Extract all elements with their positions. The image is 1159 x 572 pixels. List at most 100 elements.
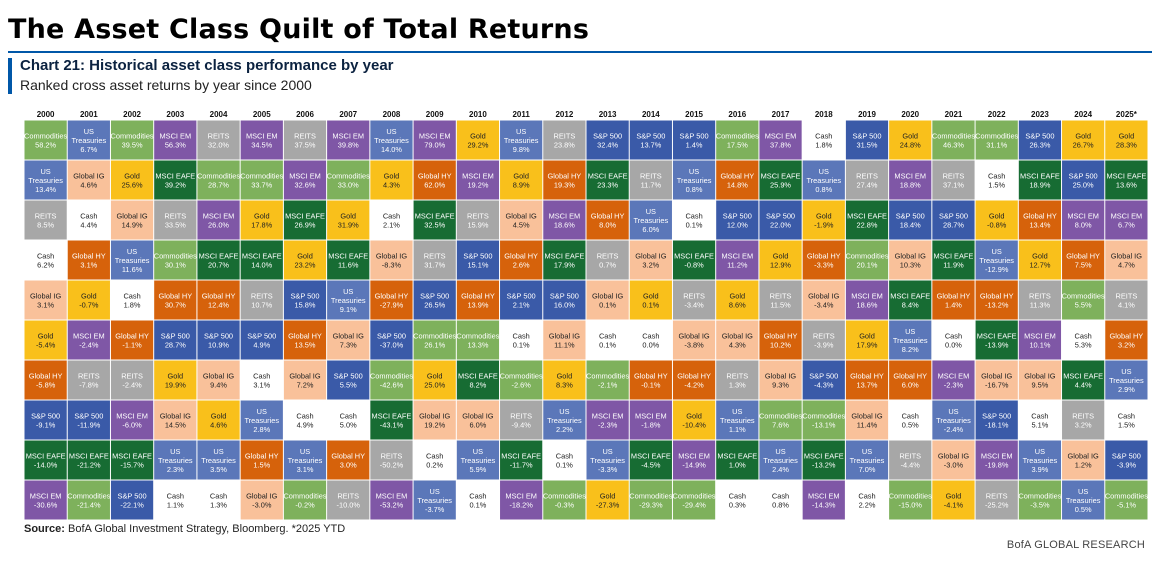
- cell-return-value: 18.6%: [857, 301, 878, 310]
- quilt-cell-block: [413, 280, 456, 320]
- cell-return-value: 1.4%: [686, 141, 703, 150]
- cell-asset-label: MSCI EAFE: [501, 452, 541, 461]
- quilt-cell: Global IG7.3%: [327, 320, 370, 360]
- quilt-cell-block: [456, 480, 500, 520]
- cell-asset-label: Global HY: [115, 332, 149, 341]
- cell-return-value: 22.8%: [857, 221, 878, 230]
- cell-asset-label: S&P 500: [1112, 452, 1141, 461]
- quilt-cell-block: [1018, 480, 1062, 520]
- quilt-cell-block: [154, 440, 197, 480]
- cell-return-value: 9.1%: [340, 305, 357, 314]
- cell-asset-label: Commodities: [111, 132, 154, 141]
- cell-asset-label: S&P 500: [290, 292, 319, 301]
- cell-return-value: 4.4%: [80, 221, 97, 230]
- cell-asset-label: Global HY: [591, 212, 625, 221]
- cell-return-value: 13.7%: [857, 381, 878, 390]
- quilt-cell: Global HY3.0%: [327, 440, 370, 480]
- quilt-cell: MSCI EM8.0%: [1062, 200, 1105, 240]
- quilt-cell-block: [889, 120, 932, 160]
- cell-asset-label: S&P 500: [982, 412, 1011, 421]
- cell-asset-label: Treasuries: [201, 456, 236, 465]
- cell-asset-label: Global IG: [765, 372, 796, 381]
- cell-return-value: 8.0%: [599, 221, 616, 230]
- returns-quilt-chart: 2000 2001 2002 2003 2004 2005 2006 2007 2008 2009…: [24, 110, 1148, 520]
- cell-return-value: 25.0%: [1073, 181, 1094, 190]
- cell-asset-label: US: [992, 247, 1002, 256]
- cell-asset-label: S&P 500: [377, 332, 406, 341]
- cell-return-value: 8.4%: [902, 301, 919, 310]
- cell-return-value: -13.2%: [812, 461, 836, 470]
- cell-asset-label: Global IG: [462, 412, 493, 421]
- cell-return-value: -3.4%: [814, 301, 834, 310]
- cell-return-value: 1.3%: [729, 381, 746, 390]
- quilt-cell-block: [759, 280, 802, 320]
- quilt-cell-block: [456, 160, 500, 200]
- quilt-cell-block: [24, 120, 67, 160]
- cell-asset-label: S&P 500: [118, 492, 147, 501]
- quilt-cell-block: [543, 440, 586, 480]
- quilt-cell: MSCI EAFE-11.7%: [500, 440, 543, 480]
- quilt-cell-block: [500, 440, 543, 480]
- quilt-cell-block: [889, 320, 932, 360]
- year-header: 2002: [123, 110, 141, 119]
- cell-asset-label: Treasuries: [461, 456, 496, 465]
- cell-return-value: 1.4%: [945, 301, 962, 310]
- quilt-cell-block: [629, 280, 672, 320]
- quilt-cell-block: [67, 360, 110, 400]
- cell-return-value: 31.7%: [424, 261, 445, 270]
- quilt-cell-block: [327, 240, 370, 280]
- quilt-cell: Global HY-5.8%: [24, 360, 67, 400]
- quilt-cell-block: [327, 320, 370, 360]
- cell-return-value: -0.2%: [295, 501, 315, 510]
- cell-return-value: -3.3%: [598, 465, 618, 474]
- cell-return-value: 79.0%: [424, 141, 445, 150]
- quilt-cell-block: [932, 440, 975, 480]
- cell-asset-label: Global IG: [592, 292, 623, 301]
- cell-asset-label: REITS: [1072, 412, 1094, 421]
- cell-return-value: 20.7%: [208, 261, 229, 270]
- cell-return-value: -2.4%: [944, 425, 964, 434]
- quilt-cell-block: [240, 440, 283, 480]
- cell-return-value: 37.5%: [295, 141, 316, 150]
- cell-asset-label: Global IG: [419, 412, 450, 421]
- cell-asset-label: Global HY: [1110, 332, 1144, 341]
- quilt-cell-block: [586, 480, 629, 520]
- year-header: 2003: [166, 110, 184, 119]
- quilt-cell: S&P 500-37.0%: [370, 320, 413, 360]
- cell-return-value: 0.5%: [902, 421, 919, 430]
- cell-asset-label: Gold: [989, 212, 1005, 221]
- cell-asset-label: US: [170, 447, 180, 456]
- cell-asset-label: Cash: [167, 492, 184, 501]
- cell-return-value: -5.4%: [36, 341, 56, 350]
- cell-return-value: -2.1%: [598, 381, 618, 390]
- quilt-cell-block: [110, 400, 154, 440]
- quilt-cell-block: [759, 160, 802, 200]
- quilt-cell-block: [672, 320, 716, 360]
- cell-return-value: 2.2%: [556, 425, 573, 434]
- quilt-cell-block: [629, 480, 672, 520]
- quilt-cell: MSCI EM6.7%: [1105, 200, 1148, 240]
- cell-return-value: 39.5%: [122, 141, 143, 150]
- quilt-cell-block: [716, 120, 759, 160]
- quilt-cell-block: [975, 480, 1018, 520]
- cell-return-value: 0.0%: [945, 341, 962, 350]
- quilt-cell: Commodities-2.1%: [586, 360, 629, 400]
- quilt-cell: Global IG4.6%: [67, 160, 110, 200]
- cell-return-value: 8.9%: [513, 181, 530, 190]
- cell-asset-label: Commodities: [759, 412, 802, 421]
